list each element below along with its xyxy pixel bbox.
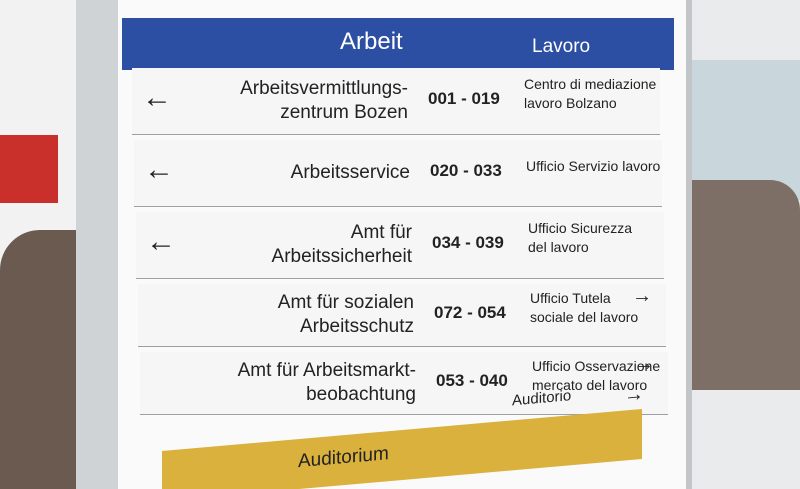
arrow-icon: ← — [142, 81, 172, 114]
german-line: Arbeitsvermittlungs- — [240, 78, 408, 99]
sign-row: → Amt für Arbeitsmarkt-beobachtung 053 - 0… — [140, 352, 668, 415]
room-range: 034 - 039 — [432, 233, 504, 252]
sign-row: ← Arbeitsservice 020 - 033 Ufficio Servizio… — [134, 140, 662, 207]
german-name: Amt für sozialen Arbeitsschutz — [278, 291, 414, 339]
italian-line: sociale del lavoro — [530, 309, 639, 325]
italian-line: Ufficio Servizio lavoro — [526, 158, 661, 174]
german-name: Amt für Arbeitssicherheit — [272, 221, 412, 269]
sign-row: ← Arbeitsvermittlungs-zentrum Bozen 001 - … — [132, 68, 660, 135]
german-name: Arbeitsvermittlungs-zentrum Bozen — [240, 77, 408, 125]
italian-line: mercato del lavoro — [532, 377, 648, 393]
italian-line: del lavoro — [528, 239, 589, 255]
italian-line: Centro di mediazione — [524, 76, 657, 92]
sign-row: ← Amt für Arbeitssicherheit 034 - 039 Uffici… — [136, 212, 664, 279]
room-range: 053 - 040 — [436, 371, 508, 390]
room-range: 001 - 019 — [428, 89, 500, 108]
german-line: Arbeitssicherheit — [271, 246, 412, 267]
header-german: Arbeit — [340, 28, 403, 55]
header-italian: Lavoro — [532, 36, 591, 57]
italian-name: Ufficio Osservazione mercato del lavoro — [532, 357, 660, 395]
italian-line: lavoro Bolzano — [524, 95, 617, 111]
german-name: Arbeitsservice — [291, 161, 410, 185]
footer-german: Auditorium — [298, 443, 389, 473]
footer-bar: Auditorium Auditorio → — [162, 383, 644, 489]
german-name: Amt für Arbeitsmarkt-beobachtung — [238, 359, 416, 407]
arrow-icon: ← — [146, 225, 176, 258]
header-bar: Arbeit Lavoro — [122, 18, 674, 70]
arrow-icon: ← — [144, 153, 174, 186]
italian-name: Ufficio Sicurezza del lavoro — [528, 219, 632, 257]
german-line: Amt für Arbeitsmarkt- — [237, 360, 416, 381]
sign-row: → Amt für sozialen Arbeitsschutz 072 - 054 U… — [138, 284, 666, 347]
arrow-icon: → — [624, 382, 644, 407]
room-range: 072 - 054 — [434, 303, 506, 322]
german-line: Arbeitsschutz — [299, 316, 414, 337]
german-line: zentrum Bozen — [280, 102, 408, 123]
german-line: Arbeitsservice — [290, 162, 410, 183]
sign-panel: Arbeit Lavoro ← Arbeitsvermittlungs-zentr… — [118, 0, 692, 489]
italian-name: Ufficio Tutela sociale del lavoro — [530, 289, 638, 327]
arrow-icon: → — [632, 285, 652, 307]
italian-line: Ufficio Tutela — [530, 290, 611, 306]
window — [680, 60, 800, 200]
italian-name: Ufficio Servizio lavoro — [526, 157, 660, 176]
red-panel — [0, 135, 58, 203]
german-line: Amt für — [350, 222, 412, 243]
german-line: beobachtung — [306, 384, 416, 405]
italian-name: Centro di mediazione lavoro Bolzano — [524, 75, 656, 113]
italian-line: Ufficio Sicurezza — [528, 220, 633, 236]
german-line: Amt für sozialen — [277, 292, 414, 313]
room-range: 020 - 033 — [430, 161, 502, 180]
arrow-icon: → — [634, 353, 654, 375]
italian-line: Ufficio Osservazione — [532, 358, 661, 374]
